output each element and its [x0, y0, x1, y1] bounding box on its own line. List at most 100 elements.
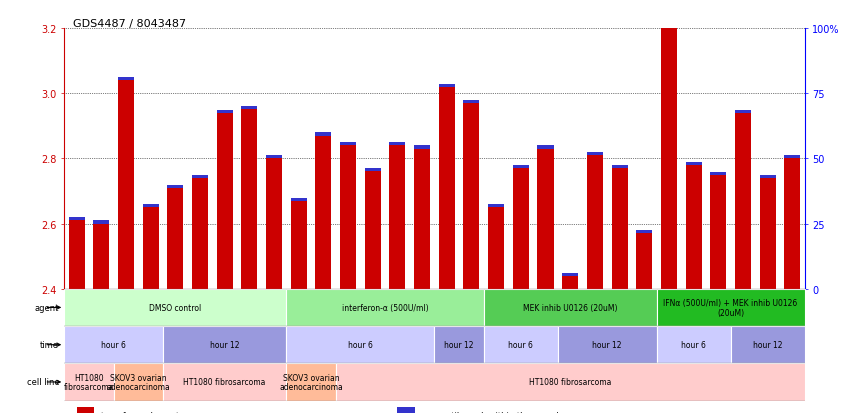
Bar	[163, 363, 286, 401]
Text: SKOV3 ovarian
adenocarcinoma: SKOV3 ovarian adenocarcinoma	[279, 373, 343, 392]
Bar	[365, 172, 381, 289]
Bar	[488, 205, 504, 208]
Bar	[414, 149, 430, 289]
Bar	[266, 159, 282, 289]
Bar	[759, 176, 776, 178]
Bar	[336, 363, 805, 401]
Text: DMSO control: DMSO control	[149, 303, 201, 312]
Bar	[315, 136, 331, 289]
Bar	[68, 218, 85, 221]
Text: hour 12: hour 12	[210, 340, 240, 349]
Bar	[167, 188, 183, 289]
Text: GDS4487 / 8043487: GDS4487 / 8043487	[73, 19, 186, 28]
Bar	[735, 110, 751, 114]
Text: hour 12: hour 12	[592, 340, 622, 349]
Text: hour 12: hour 12	[753, 340, 782, 349]
Bar	[118, 81, 134, 289]
Bar	[68, 221, 85, 289]
Bar	[439, 84, 455, 88]
Bar	[488, 208, 504, 289]
Text: hour 12: hour 12	[444, 340, 474, 349]
Text: interferon-α (500U/ml): interferon-α (500U/ml)	[342, 303, 428, 312]
Text: HT1080 fibrosarcoma: HT1080 fibrosarcoma	[183, 377, 266, 387]
Text: time: time	[40, 340, 59, 349]
Bar	[587, 153, 603, 156]
Bar	[286, 289, 484, 326]
Bar	[484, 326, 558, 363]
Bar	[93, 221, 110, 224]
Bar	[513, 166, 529, 169]
Text: hour 6: hour 6	[348, 340, 373, 349]
Bar	[784, 156, 800, 159]
Bar	[217, 110, 233, 114]
Bar	[266, 156, 282, 159]
Bar	[64, 363, 114, 401]
Bar	[241, 107, 258, 110]
Bar	[636, 231, 652, 234]
Bar	[735, 114, 751, 289]
Bar	[143, 208, 158, 289]
Bar	[730, 326, 805, 363]
Bar	[562, 276, 578, 289]
Text: IFNα (500U/ml) + MEK inhib U0126
(20uM): IFNα (500U/ml) + MEK inhib U0126 (20uM)	[663, 298, 798, 317]
Bar	[286, 363, 336, 401]
Bar	[397, 407, 414, 413]
Bar	[192, 178, 208, 289]
Bar	[562, 273, 578, 276]
Text: hour 6: hour 6	[101, 340, 126, 349]
Bar	[710, 175, 726, 289]
Text: hour 6: hour 6	[681, 340, 706, 349]
Bar	[192, 176, 208, 178]
Bar	[414, 146, 430, 149]
Bar	[611, 169, 627, 289]
Bar	[291, 198, 306, 201]
Bar	[76, 407, 94, 413]
Text: hour 6: hour 6	[508, 340, 533, 349]
Bar	[538, 149, 554, 289]
Text: MEK inhib U0126 (20uM): MEK inhib U0126 (20uM)	[523, 303, 617, 312]
Bar	[611, 166, 627, 169]
Bar	[784, 159, 800, 289]
Text: SKOV3 ovarian
adenocarcinoma: SKOV3 ovarian adenocarcinoma	[106, 373, 170, 392]
Bar	[661, 29, 677, 289]
Bar	[114, 363, 163, 401]
Bar	[558, 326, 657, 363]
Bar	[64, 289, 286, 326]
Bar	[513, 169, 529, 289]
Bar	[587, 156, 603, 289]
Text: HT1080 fibrosarcoma: HT1080 fibrosarcoma	[529, 377, 611, 387]
Text: HT1080
fibrosarcoma: HT1080 fibrosarcoma	[63, 373, 114, 392]
Bar	[686, 162, 702, 166]
Bar	[686, 166, 702, 289]
Bar	[439, 88, 455, 289]
Text: cell line: cell line	[27, 377, 59, 387]
Bar	[286, 326, 434, 363]
Bar	[710, 172, 726, 175]
Bar	[759, 178, 776, 289]
Bar	[365, 169, 381, 172]
Bar	[657, 326, 730, 363]
Bar	[143, 205, 158, 208]
Bar	[340, 146, 356, 289]
Text: transformed count: transformed count	[101, 411, 180, 413]
Bar	[241, 110, 258, 289]
Bar	[340, 143, 356, 146]
Bar	[291, 201, 306, 289]
Bar	[217, 114, 233, 289]
Bar	[93, 224, 110, 289]
Bar	[315, 133, 331, 136]
Bar	[657, 289, 805, 326]
Bar	[389, 143, 406, 146]
Bar	[389, 146, 406, 289]
Bar	[636, 234, 652, 289]
Bar	[463, 104, 479, 289]
Bar	[64, 326, 163, 363]
Bar	[484, 289, 657, 326]
Text: agent: agent	[35, 303, 59, 312]
Bar	[167, 185, 183, 188]
Bar	[463, 101, 479, 104]
Text: percentile rank within the sample: percentile rank within the sample	[422, 411, 564, 413]
Bar	[661, 26, 677, 29]
Bar	[538, 146, 554, 149]
Bar	[163, 326, 286, 363]
